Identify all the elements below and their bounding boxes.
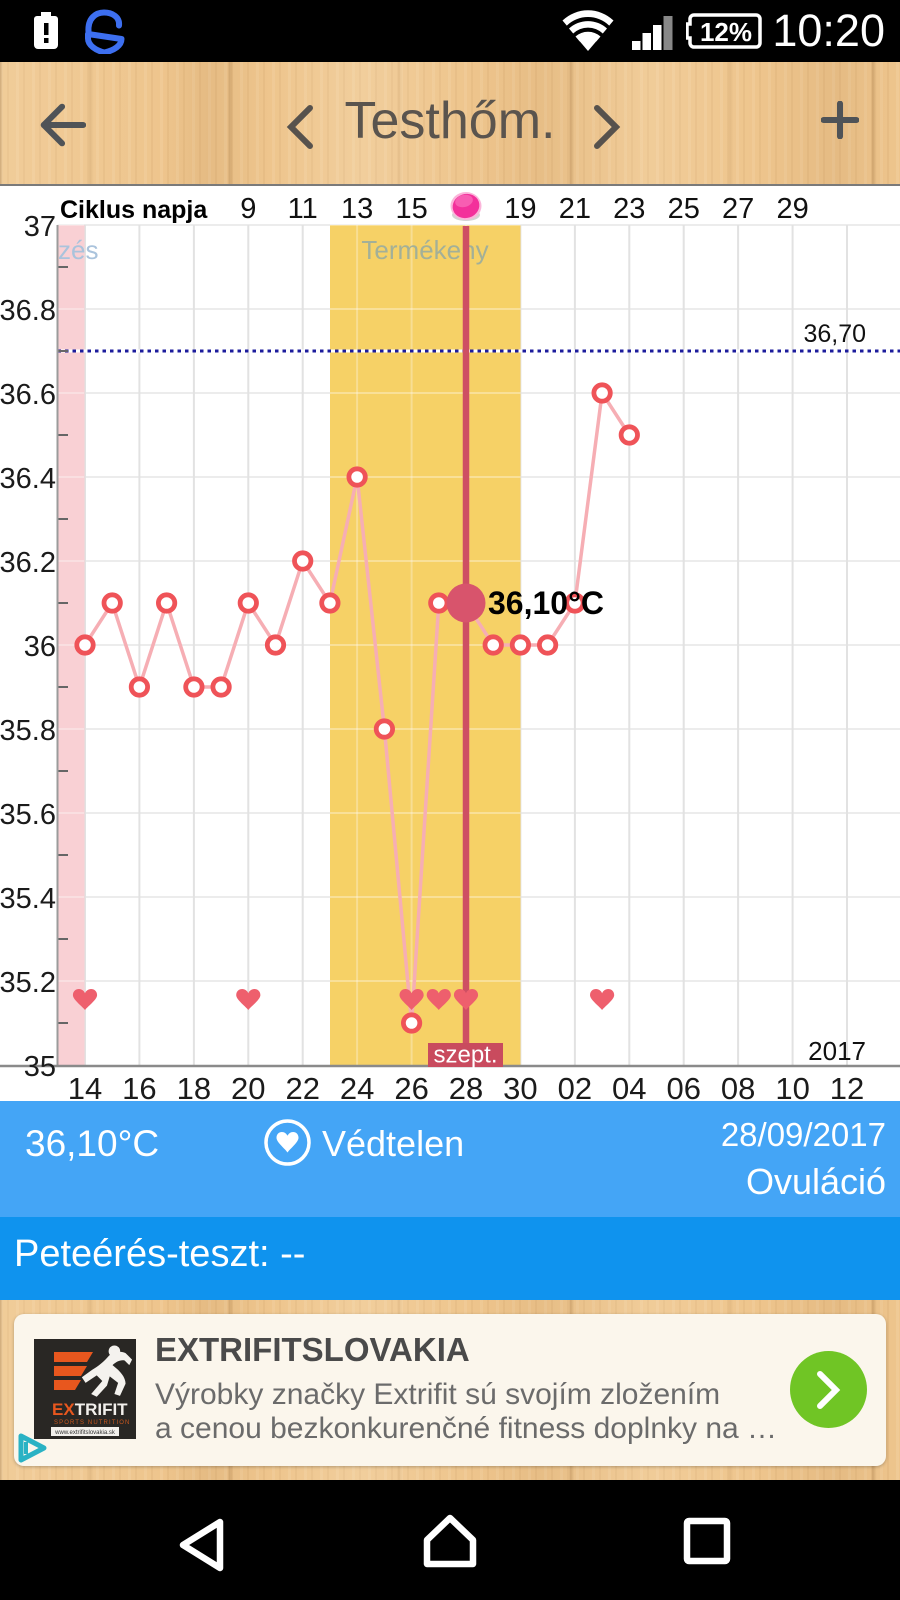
svg-text:02: 02 <box>558 1071 592 1101</box>
svg-text:11: 11 <box>288 193 318 225</box>
svg-text:14: 14 <box>68 1071 102 1101</box>
svg-text:2017: 2017 <box>808 1036 866 1066</box>
svg-text:18: 18 <box>177 1071 211 1101</box>
svg-text:37: 37 <box>24 211 56 243</box>
svg-text:12%: 12% <box>700 17 752 47</box>
svg-text:35.6: 35.6 <box>0 799 56 831</box>
svg-text:35.2: 35.2 <box>0 967 56 999</box>
svg-text:21: 21 <box>559 193 591 225</box>
svg-text:28: 28 <box>449 1071 483 1101</box>
svg-text:19: 19 <box>504 193 536 225</box>
svg-text:08: 08 <box>721 1071 755 1101</box>
svg-text:35.8: 35.8 <box>0 715 56 747</box>
svg-text:Ciklus napja: Ciklus napja <box>60 196 208 224</box>
svg-text:23: 23 <box>613 193 645 225</box>
svg-text:22: 22 <box>285 1071 319 1101</box>
svg-text:www.extrifitslovakia.sk: www.extrifitslovakia.sk <box>54 1430 116 1436</box>
svg-text:szept.: szept. <box>433 1042 497 1069</box>
svg-text:35.4: 35.4 <box>0 883 56 915</box>
svg-text:36,70: 36,70 <box>803 320 866 348</box>
svg-text:25: 25 <box>668 193 700 225</box>
svg-text:10: 10 <box>775 1071 809 1101</box>
svg-text:35: 35 <box>24 1051 56 1083</box>
svg-text:30: 30 <box>503 1071 537 1101</box>
svg-text:20: 20 <box>231 1071 265 1101</box>
svg-text:9: 9 <box>240 193 256 225</box>
svg-text:13: 13 <box>341 193 373 225</box>
svg-text:29: 29 <box>776 193 808 225</box>
svg-text:36.4: 36.4 <box>0 463 56 495</box>
svg-text:36.2: 36.2 <box>0 547 56 579</box>
svg-text:36.6: 36.6 <box>0 379 56 411</box>
svg-text:06: 06 <box>666 1071 700 1101</box>
svg-text:27: 27 <box>722 193 754 225</box>
svg-text:24: 24 <box>340 1071 374 1101</box>
svg-text:zés: zés <box>58 235 98 265</box>
svg-text:04: 04 <box>612 1071 646 1101</box>
svg-text:SPORTS NUTRITION: SPORTS NUTRITION <box>54 1420 131 1426</box>
svg-text:16: 16 <box>122 1071 156 1101</box>
svg-text:36,10°C: 36,10°C <box>488 585 604 621</box>
svg-text:15: 15 <box>395 193 427 225</box>
svg-text:Termékeny: Termékeny <box>361 235 488 265</box>
svg-text:12: 12 <box>830 1071 864 1101</box>
svg-text:26: 26 <box>394 1071 428 1101</box>
svg-text:36: 36 <box>24 631 56 663</box>
svg-text:36.8: 36.8 <box>0 295 56 327</box>
svg-text:EXTRIFIT: EXTRIFIT <box>52 1400 128 1419</box>
